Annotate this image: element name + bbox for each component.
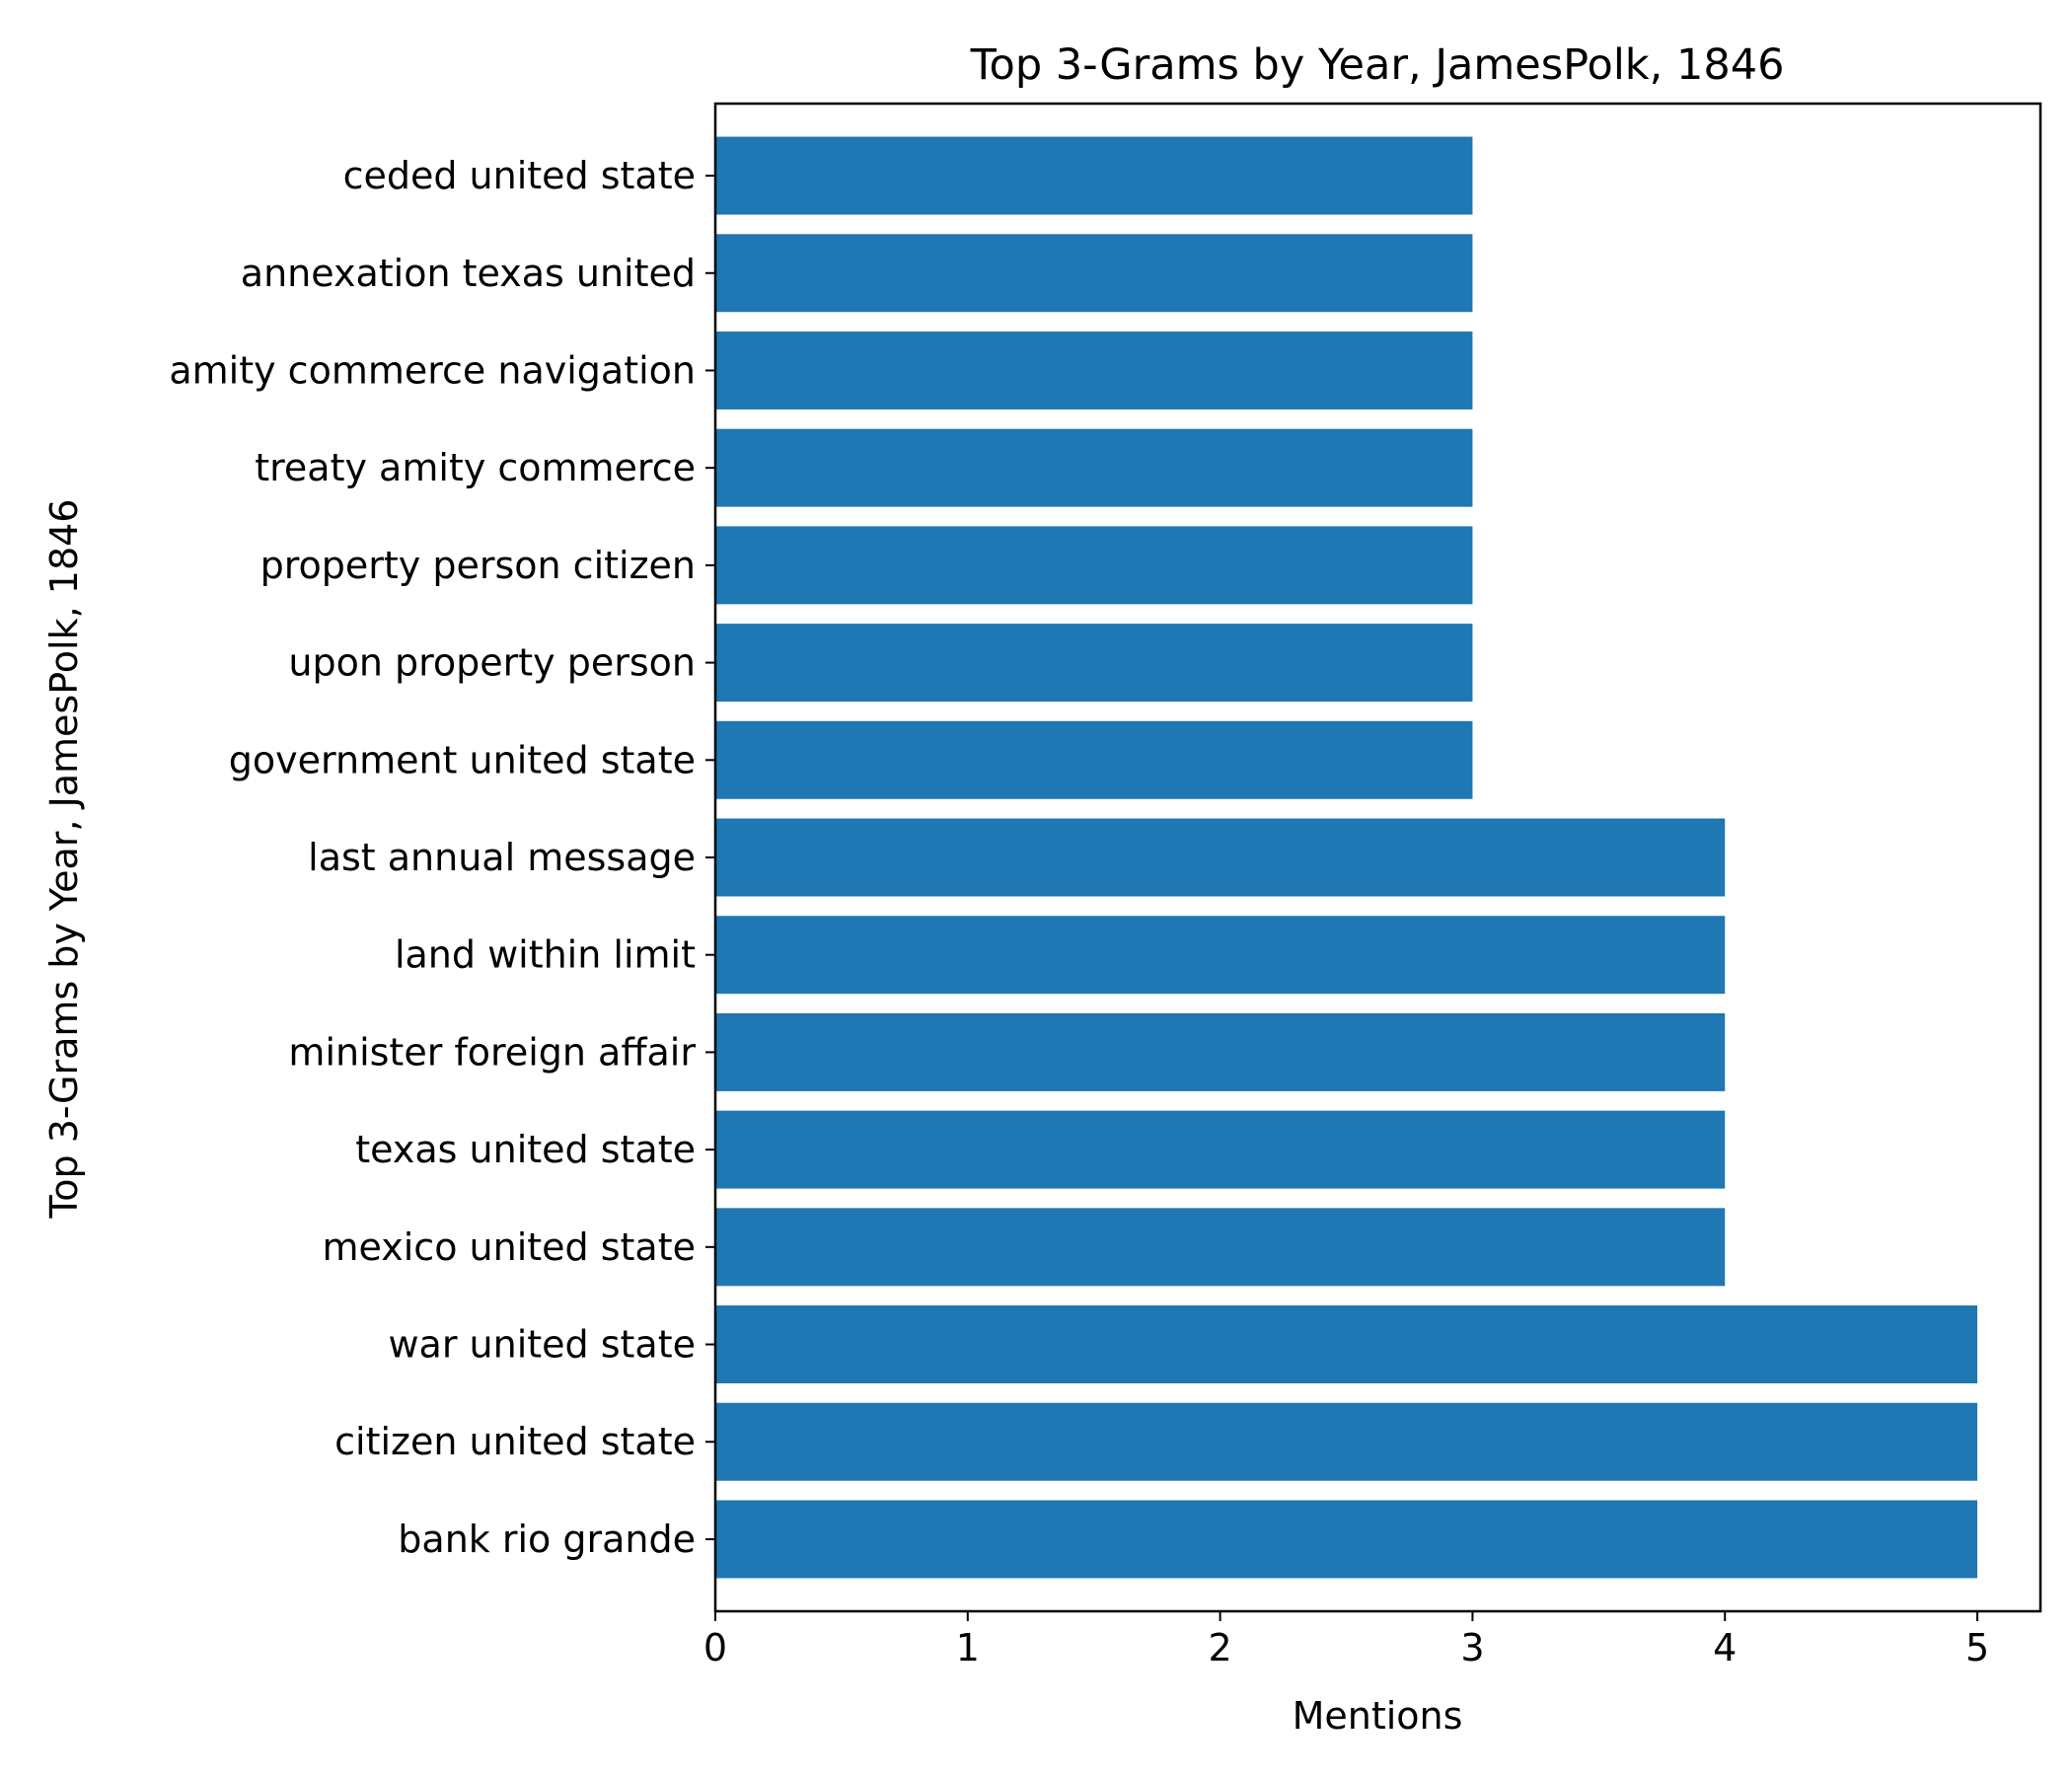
bar: [715, 428, 1473, 507]
y-axis-label: Top 3-Grams by Year, JamesPolk, 1846: [42, 499, 86, 1220]
bar: [715, 1500, 1978, 1579]
y-tick-label: ceded united state: [343, 154, 696, 197]
y-tick-label: land within limit: [395, 933, 696, 977]
bar: [715, 720, 1473, 799]
bar: [715, 1110, 1726, 1189]
y-tick-label: property person citizen: [260, 544, 696, 587]
x-tick-label: 4: [1713, 1626, 1737, 1669]
x-axis-label: Mentions: [1293, 1694, 1463, 1738]
bar: [715, 234, 1473, 313]
y-tick-label: last annual message: [308, 836, 696, 879]
y-tick-label: government united state: [229, 738, 696, 781]
bar: [715, 1012, 1726, 1091]
y-tick-label: war united state: [388, 1323, 696, 1367]
bar: [715, 916, 1726, 995]
y-tick-label: bank rio grande: [398, 1518, 696, 1561]
bar: [715, 624, 1473, 703]
bar: [715, 331, 1473, 409]
bar: [715, 526, 1473, 605]
y-tick-label: citizen united state: [334, 1420, 696, 1463]
ticks-layer: bank rio grande citizen united state war u…: [169, 154, 1989, 1669]
bar: [715, 1208, 1726, 1287]
y-tick-label: amity commerce navigation: [169, 348, 696, 392]
y-tick-label: upon property person: [288, 641, 696, 685]
y-tick-label: minister foreign affair: [288, 1030, 696, 1074]
bar: [715, 1402, 1978, 1481]
chart-title: Top 3-Grams by Year, JamesPolk, 1846: [970, 40, 1785, 90]
bar: [715, 136, 1473, 215]
y-tick-label: annexation texas united: [241, 252, 696, 295]
y-tick-label: texas united state: [355, 1128, 696, 1171]
x-tick-label: 0: [703, 1626, 727, 1669]
x-tick-label: 5: [1965, 1626, 1989, 1669]
bars-layer: [715, 136, 1978, 1579]
y-tick-label: mexico united state: [323, 1225, 696, 1269]
y-tick-label: treaty amity commerce: [255, 446, 696, 489]
bar: [715, 818, 1726, 897]
x-tick-label: 1: [956, 1626, 980, 1669]
bar: [715, 1305, 1978, 1384]
x-tick-label: 3: [1460, 1626, 1484, 1669]
x-tick-label: 2: [1209, 1626, 1232, 1669]
